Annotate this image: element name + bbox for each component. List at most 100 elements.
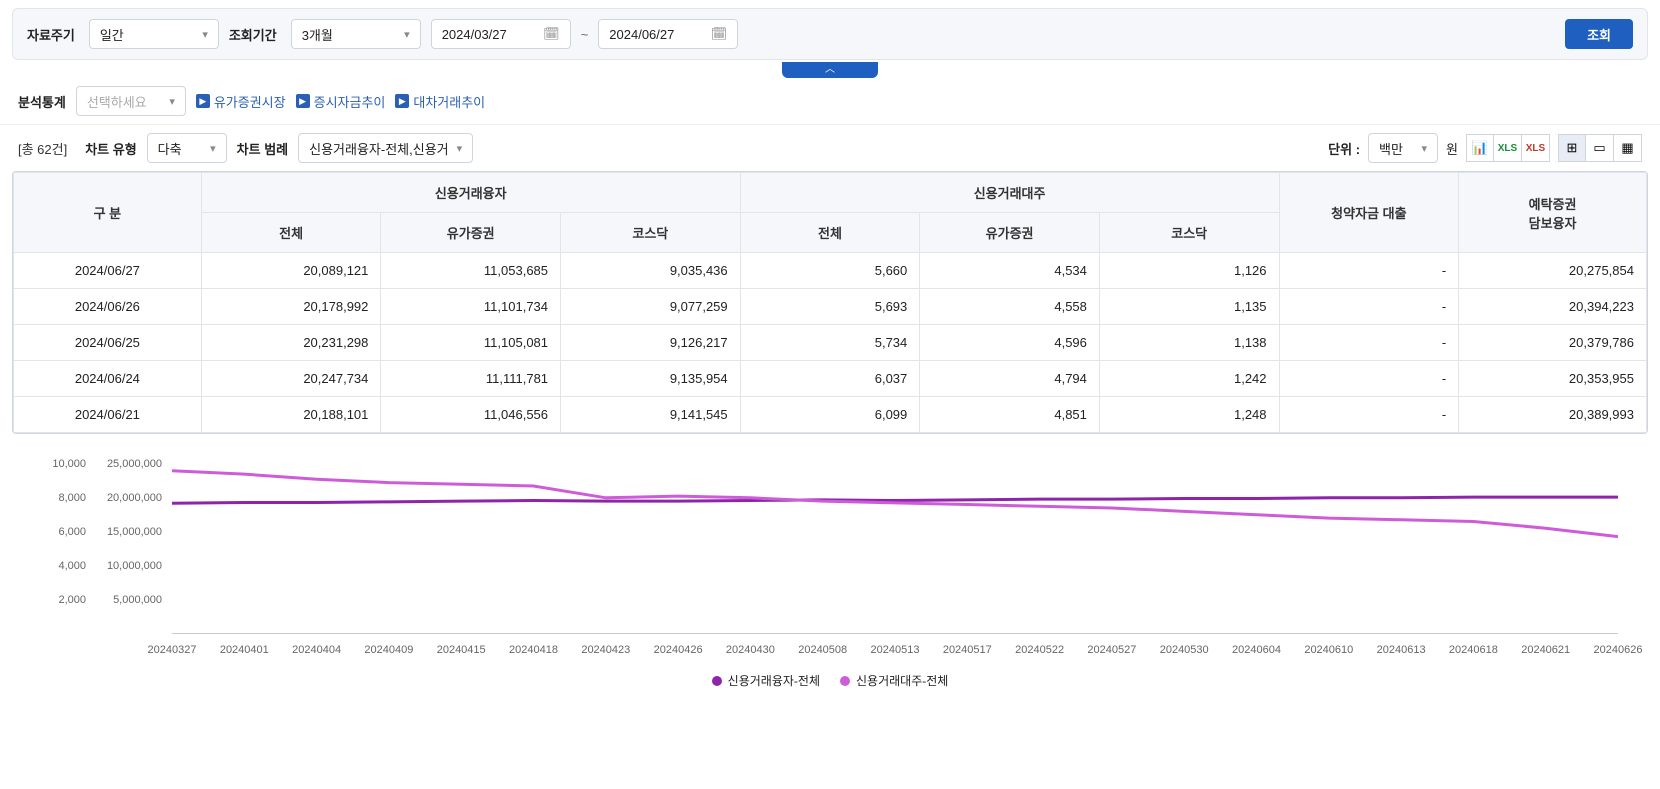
y-left-tick: 10,000 (52, 458, 86, 470)
x-tick: 20240508 (798, 644, 847, 656)
arrow-icon: ▶ (395, 94, 409, 108)
x-tick: 20240426 (654, 644, 703, 656)
col-header-4: 전체 (740, 213, 920, 253)
legend-label: 신용거래융자-전체 (728, 672, 820, 689)
unit-select[interactable]: 백만 ▾ (1368, 133, 1438, 163)
export-group-1: 📊 XLS XLS (1466, 134, 1550, 162)
x-tick: 20240621 (1521, 644, 1570, 656)
table-cell: 6,037 (740, 361, 920, 397)
chart-line (172, 471, 1618, 537)
x-tick: 20240404 (292, 644, 341, 656)
col-header-6: 코스닥 (1099, 213, 1279, 253)
controls-right: 단위 : 백만 ▾ 원 📊 XLS XLS ⊞ ▭ ▦ (1328, 133, 1642, 163)
table-cell: 2024/06/26 (14, 289, 202, 325)
col-header-2: 유가증권 (381, 213, 561, 253)
range-label: 조회기간 (229, 25, 277, 44)
chevron-down-icon: ▾ (210, 142, 216, 155)
calendar-icon: 🗓 (711, 26, 728, 42)
legend-dot (840, 676, 850, 686)
table-cell: 4,596 (920, 325, 1100, 361)
y-right-tick: 10,000,000 (107, 560, 162, 572)
x-tick: 20240513 (871, 644, 920, 656)
calendar-icon: 🗓 (543, 26, 560, 42)
analysis-select[interactable]: 선택하세요 ▾ (76, 86, 186, 116)
table-row: 2024/06/2520,231,29811,105,0819,126,2175… (14, 325, 1647, 361)
analysis-link-1[interactable]: ▶증시자금추이 (296, 92, 386, 111)
table-cell: 5,734 (740, 325, 920, 361)
table-cell: 11,053,685 (381, 253, 561, 289)
x-tick: 20240423 (581, 644, 630, 656)
chart-legend-value: 신용거래융자-전체,신용거 (309, 139, 449, 158)
table-cell: 2024/06/27 (14, 253, 202, 289)
x-tick: 20240327 (148, 644, 197, 656)
table-cell: 4,851 (920, 397, 1100, 433)
table-cell: - (1279, 397, 1459, 433)
x-tick: 20240604 (1232, 644, 1281, 656)
layout-both-button[interactable]: ⊞ (1558, 134, 1586, 162)
table-cell: 9,077,259 (561, 289, 741, 325)
table-cell: 1,138 (1099, 325, 1279, 361)
analysis-link-0[interactable]: ▶유가증권시장 (196, 92, 286, 111)
table-row: 2024/06/2420,247,73411,111,7819,135,9546… (14, 361, 1647, 397)
chart-legend-select[interactable]: 신용거래융자-전체,신용거 ▾ (298, 133, 473, 163)
table-cell: - (1279, 289, 1459, 325)
chart-icon-button[interactable]: 📊 (1466, 134, 1494, 162)
search-button[interactable]: 조회 (1565, 19, 1633, 49)
date-from-input[interactable]: 2024/03/27 🗓 (431, 19, 571, 49)
total-count: [총 62건] (18, 139, 67, 158)
col-header-date: 구 분 (14, 173, 202, 253)
collapse-button[interactable]: ︿ (782, 62, 878, 78)
chart-type-select[interactable]: 다축 ▾ (147, 133, 227, 163)
date-to-input[interactable]: 2024/06/27 🗓 (598, 19, 738, 49)
col-header-3: 코스닥 (561, 213, 741, 253)
col-header-5: 유가증권 (920, 213, 1100, 253)
table-cell: 9,135,954 (561, 361, 741, 397)
chart-legend-label: 차트 범례 (237, 139, 288, 158)
table-cell: 1,242 (1099, 361, 1279, 397)
range-select[interactable]: 3개월 ▾ (291, 19, 421, 49)
xls-icon: XLS (1526, 143, 1545, 154)
x-tick: 20240522 (1015, 644, 1064, 656)
x-tick: 20240415 (437, 644, 486, 656)
table-cell: 1,126 (1099, 253, 1279, 289)
table-cell: 20,089,121 (201, 253, 381, 289)
xls-green-button[interactable]: XLS (1494, 134, 1522, 162)
period-select[interactable]: 일간 ▾ (89, 19, 219, 49)
chevron-down-icon: ▾ (457, 142, 463, 155)
chart-type-label: 차트 유형 (85, 139, 136, 158)
analysis-placeholder: 선택하세요 (87, 92, 147, 111)
y-left-tick: 4,000 (58, 560, 86, 572)
table-cell: 9,126,217 (561, 325, 741, 361)
y-left-tick: 2,000 (58, 594, 86, 606)
layout-table-button[interactable]: ▦ (1614, 134, 1642, 162)
table-cell: 11,101,734 (381, 289, 561, 325)
controls-bar: [총 62건] 차트 유형 다축 ▾ 차트 범례 신용거래융자-전체,신용거 ▾… (0, 125, 1660, 171)
chart-area: 10,0008,0006,0004,0002,000 25,000,00020,… (32, 464, 1628, 664)
table-cell: 20,178,992 (201, 289, 381, 325)
table-cell: 5,693 (740, 289, 920, 325)
analysis-label: 분석통계 (18, 92, 66, 111)
table-cell: 4,794 (920, 361, 1100, 397)
x-tick: 20240517 (943, 644, 992, 656)
legend-item: 신용거래융자-전체 (712, 672, 820, 689)
analysis-bar: 분석통계 선택하세요 ▾ ▶유가증권시장 ▶증시자금추이 ▶대차거래추이 (0, 78, 1660, 125)
analysis-link-2[interactable]: ▶대차거래추이 (395, 92, 485, 111)
table-cell: 2024/06/21 (14, 397, 202, 433)
layout-chart-button[interactable]: ▭ (1586, 134, 1614, 162)
arrow-icon: ▶ (196, 94, 210, 108)
legend-item: 신용거래대주-전체 (840, 672, 948, 689)
chart-legend: 신용거래융자-전체 신용거래대주-전체 (32, 664, 1628, 705)
period-value: 일간 (100, 25, 124, 44)
table-cell: 5,660 (740, 253, 920, 289)
xls-red-button[interactable]: XLS (1522, 134, 1550, 162)
y-right-tick: 25,000,000 (107, 458, 162, 470)
x-tick: 20240613 (1377, 644, 1426, 656)
collapse-container: ︿ (0, 60, 1660, 78)
table-cell: 4,558 (920, 289, 1100, 325)
table-cell: 6,099 (740, 397, 920, 433)
x-tick: 20240409 (364, 644, 413, 656)
chevron-down-icon: ▾ (169, 95, 175, 108)
date-to-value: 2024/06/27 (609, 27, 674, 42)
unit-value: 백만 (1379, 139, 1403, 158)
y-right-tick: 20,000,000 (107, 492, 162, 504)
